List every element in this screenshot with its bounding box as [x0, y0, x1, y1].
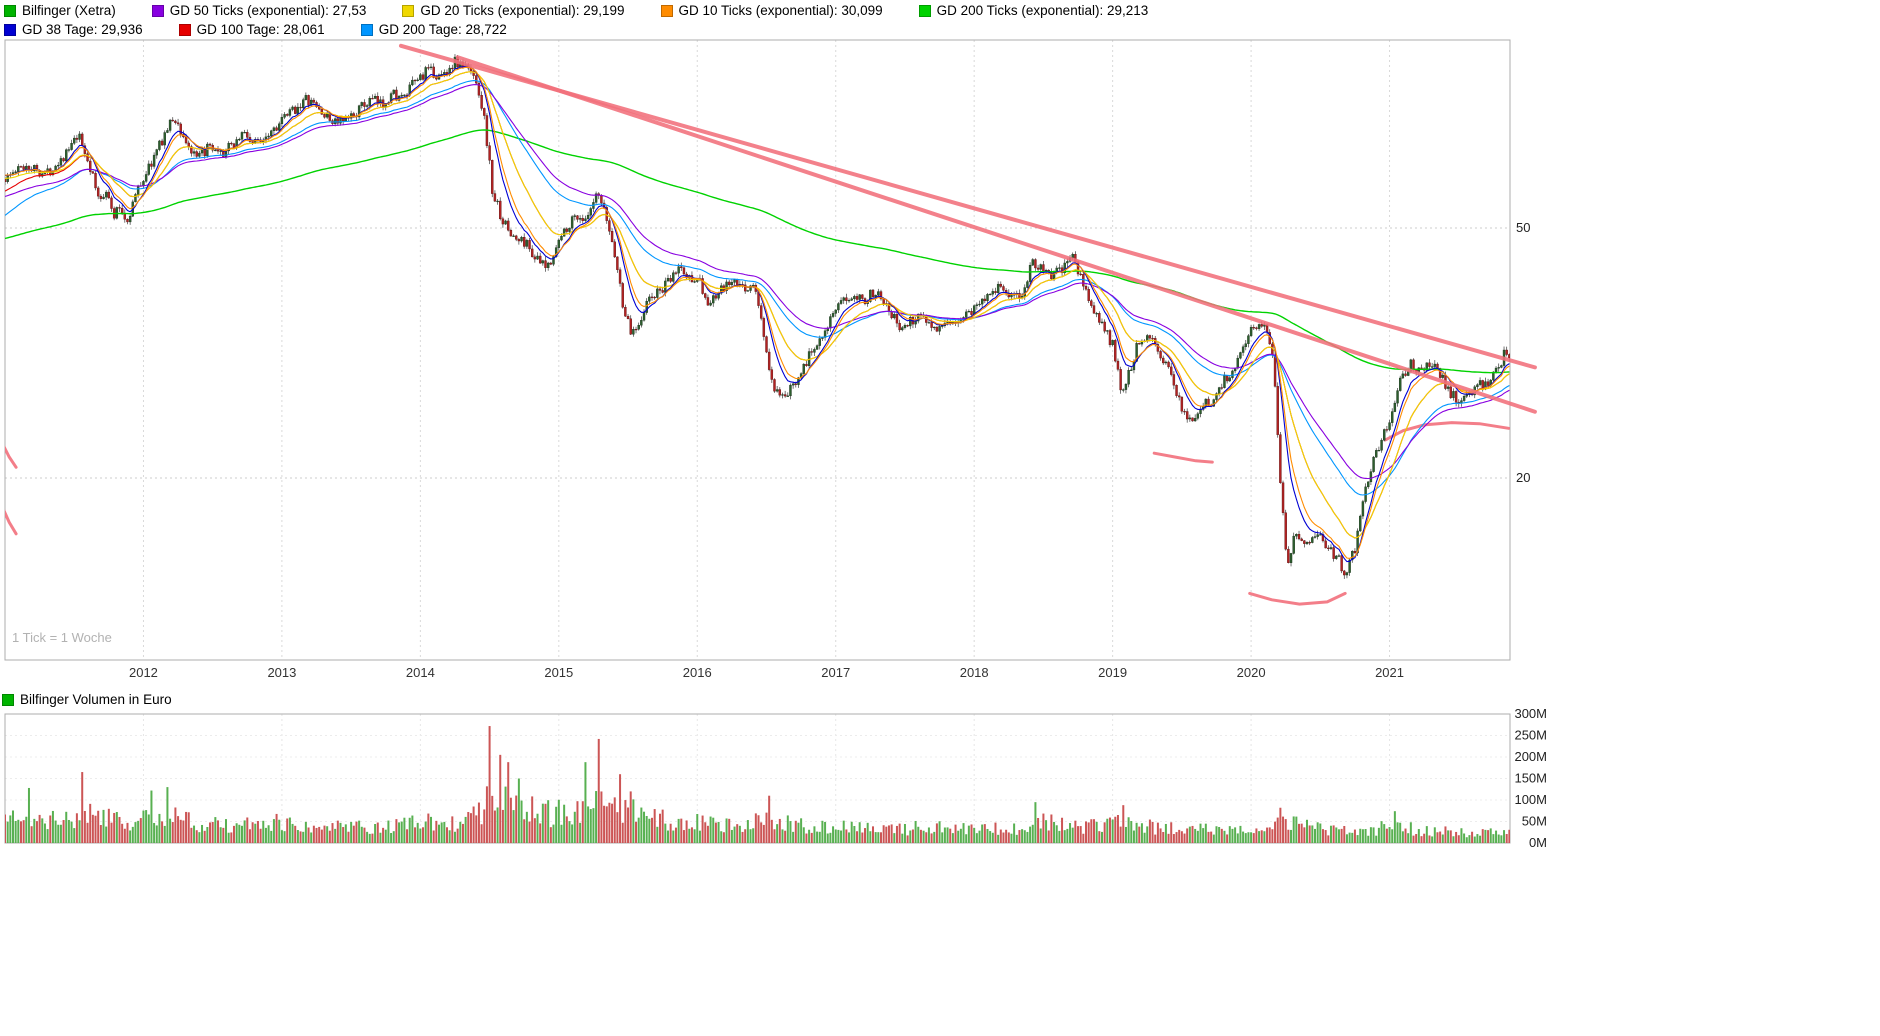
trend-lines: [398, 43, 1537, 414]
x-axis-label-2021: 2021: [1375, 665, 1404, 680]
legend-item-instrument-bilfinger: Bilfinger (Xetra): [4, 3, 116, 19]
volume-axis-label-300M: 300M: [1514, 706, 1547, 721]
volume-axis-label-0M: 0M: [1529, 835, 1547, 850]
x-axis-label-2012: 2012: [129, 665, 158, 680]
gd-50-ticks-swatch-icon: [151, 5, 164, 17]
volume-bilfinger-label: Bilfinger Volumen in Euro: [20, 692, 172, 707]
legend-item-gd-20-ticks: GD 20 Ticks (exponential): 29,199: [402, 3, 625, 19]
gd-20-ticks-label: GD 20 Ticks (exponential): 29,199: [420, 3, 625, 18]
trend-line-2: [455, 55, 1537, 414]
volume-axis-label-150M: 150M: [1514, 771, 1547, 786]
legend-item-volume-bilfinger: Bilfinger Volumen in Euro: [2, 692, 172, 708]
x-axis-label-2015: 2015: [544, 665, 573, 680]
instrument-bilfinger-swatch-icon: [4, 5, 16, 17]
grid-lines: [5, 40, 1510, 844]
ma-line-gd-50-ticks: [5, 84, 1510, 480]
gd-100-tage-label: GD 100 Tage: 28,061: [196, 22, 325, 37]
gd-200-ticks-swatch-icon: [918, 5, 931, 17]
x-axis-label-2017: 2017: [821, 665, 850, 680]
volume-plot-frame: [4, 713, 1511, 844]
gd-20-ticks-swatch-icon: [402, 5, 415, 17]
ma-line-gd-20-ticks: [5, 71, 1510, 539]
gd-38-tage-swatch-icon: [4, 24, 16, 36]
main-legend-row-2: GD 38 Tage: 29,936 GD 100 Tage: 28,061 GD …: [4, 22, 507, 38]
x-axis-label-2019: 2019: [1098, 665, 1127, 680]
legend-item-gd-10-ticks: GD 10 Ticks (exponential): 30,099: [660, 3, 883, 19]
volume-axis-label-200M: 200M: [1514, 749, 1547, 764]
x-axis-label-2013: 2013: [267, 665, 296, 680]
y-axis-label-20: 20: [1516, 470, 1530, 485]
gd-50-ticks-label: GD 50 Ticks (exponential): 27,53: [169, 3, 367, 18]
main-legend-row-1: Bilfinger (Xetra) GD 50 Ticks (exponentia…: [4, 3, 1148, 19]
volume-bilfinger-swatch-icon: [2, 694, 14, 706]
ma-line-gd-200-tage: [5, 80, 1510, 496]
axis-labels: 2012 2013 2014 2015 2016 2017 2018 2019 2020 2021…: [129, 220, 1547, 850]
instrument-bilfinger-label: Bilfinger (Xetra): [22, 3, 116, 18]
gd-10-ticks-label: GD 10 Ticks (exponential): 30,099: [678, 3, 883, 18]
volume-axis-label-50M: 50M: [1522, 814, 1547, 829]
gd-200-ticks-label: GD 200 Ticks (exponential): 29,213: [936, 3, 1149, 18]
support-curves: [5, 421, 1510, 606]
x-axis-label-2016: 2016: [683, 665, 712, 680]
gd-200-tage-swatch-icon: [360, 24, 373, 36]
gd-200-tage-label: GD 200 Tage: 28,722: [378, 22, 507, 37]
legend-item-gd-100-tage: GD 100 Tage: 28,061: [178, 22, 325, 38]
legend-item-gd-50-ticks: GD 50 Ticks (exponential): 27,53: [151, 3, 367, 19]
x-axis-label-2020: 2020: [1237, 665, 1266, 680]
ma-line-gd-200-ticks: [5, 129, 1510, 374]
ma-line-gd-100-tage: [5, 71, 1510, 539]
volume-bars: [5, 726, 1510, 843]
legend-item-gd-38-tage: GD 38 Tage: 29,936: [4, 22, 143, 38]
gd-38-tage-label: GD 38 Tage: 29,936: [22, 22, 143, 37]
gd-10-ticks-swatch-icon: [660, 5, 673, 17]
y-axis-label-50: 50: [1516, 220, 1530, 235]
legend-item-gd-200-ticks: GD 200 Ticks (exponential): 29,213: [918, 3, 1149, 19]
x-axis-label-2018: 2018: [960, 665, 989, 680]
ma-line-gd-10-ticks: [5, 66, 1510, 559]
x-axis-label-2014: 2014: [406, 665, 435, 680]
moving-average-lines: [5, 65, 1510, 563]
candlestick-series: [5, 54, 1510, 579]
volume-legend-row: Bilfinger Volumen in Euro: [2, 692, 172, 708]
volume-axis-label-250M: 250M: [1514, 728, 1547, 743]
gd-100-tage-swatch-icon: [178, 24, 191, 36]
tick-interval-note: 1 Tick = 1 Woche: [12, 630, 112, 645]
legend-item-gd-200-tage: GD 200 Tage: 28,722: [360, 22, 507, 38]
price-plot-frame: [4, 39, 1511, 661]
volume-axis-label-100M: 100M: [1514, 792, 1547, 807]
